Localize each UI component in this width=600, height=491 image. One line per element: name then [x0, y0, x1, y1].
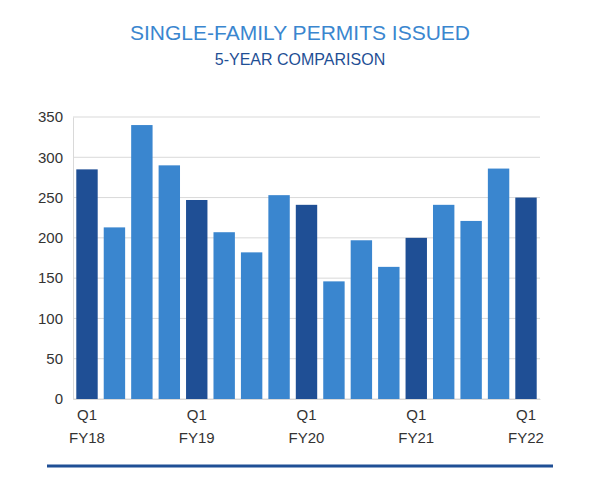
bar: [241, 252, 262, 399]
x-tick-label: Q1 FY22: [508, 406, 544, 446]
x-tick-label-line: FY18: [69, 429, 105, 446]
y-axis: 0 50 100 150 200 250 300 350: [38, 108, 74, 407]
y-tick-label: 150: [38, 269, 63, 286]
x-tick: Q1 FY21: [398, 406, 434, 446]
plot: 050100150200250300350Q1FY18Q1FY19Q1FY20Q…: [38, 108, 544, 446]
y-tick-label: 250: [38, 189, 63, 206]
y-tick: 50: [46, 350, 73, 367]
x-tick-label-line: FY19: [179, 429, 215, 446]
x-tick: Q1 FY18: [69, 406, 105, 446]
y-tick: 100: [38, 310, 73, 327]
title: SINGLE-FAMILY PERMITS ISSUED: [130, 21, 470, 44]
y-tick-label: 350: [38, 108, 63, 125]
x-tick-label-line: FY20: [289, 429, 325, 446]
x-tick-label-line: Q1: [187, 406, 207, 423]
grid-line: [73, 117, 540, 118]
grid: [73, 117, 540, 399]
y-tick-label: 100: [38, 310, 63, 327]
x-tick-label-line: Q1: [406, 406, 426, 423]
bars: [76, 125, 536, 399]
chart: SINGLE-FAMILY PERMITS ISSUED 5-YEAR COMPA…: [0, 0, 600, 491]
bar: [433, 205, 454, 399]
x-axis: Q1 FY18 Q1 FY19 Q1 FY20 Q1 FY21 Q1 FY22: [69, 400, 544, 446]
bar: [268, 195, 289, 399]
y-tick: 250: [38, 189, 73, 206]
x-tick: Q1 FY22: [508, 406, 544, 446]
bar: [213, 232, 234, 399]
y-tick: 200: [38, 229, 73, 246]
bar: [515, 198, 536, 399]
bar: [378, 267, 399, 399]
y-tick: 0: [55, 390, 73, 407]
bar: [104, 227, 125, 399]
x-axis-line: [74, 399, 541, 400]
x-tick-label: Q1 FY21: [398, 406, 434, 446]
x-tick-label-line: FY22: [508, 429, 544, 446]
x-tick: Q1 FY20: [289, 406, 325, 446]
x-tick-label: Q1 FY20: [289, 406, 325, 446]
x-tick-label: Q1 FY19: [179, 406, 215, 446]
bar: [488, 169, 509, 399]
bar: [323, 281, 344, 399]
bar: [131, 125, 152, 399]
bar: [76, 169, 97, 399]
bar: [460, 221, 481, 399]
bottom-rule: [47, 465, 553, 468]
x-tick-label-line: FY21: [398, 429, 434, 446]
y-tick-label: 200: [38, 229, 63, 246]
bar: [351, 240, 372, 399]
y-tick-label: 300: [38, 149, 63, 166]
x-tick: Q1 FY19: [179, 406, 215, 446]
bar: [296, 205, 317, 399]
y-tick-label: 0: [55, 390, 63, 407]
y-tick: 300: [38, 149, 73, 166]
x-tick-label-line: Q1: [296, 406, 316, 423]
y-tick: 350: [38, 108, 73, 125]
y-tick-label: 50: [46, 350, 63, 367]
subtitle: 5-YEAR COMPARISON: [215, 51, 385, 68]
x-tick-label: Q1 FY18: [69, 406, 105, 446]
bar: [406, 238, 427, 399]
bar: [159, 165, 180, 399]
x-tick-label-line: Q1: [77, 406, 97, 423]
bar: [186, 200, 207, 399]
x-tick-label-line: Q1: [516, 406, 536, 423]
y-tick: 150: [38, 269, 73, 286]
y-axis-line: [73, 118, 74, 400]
